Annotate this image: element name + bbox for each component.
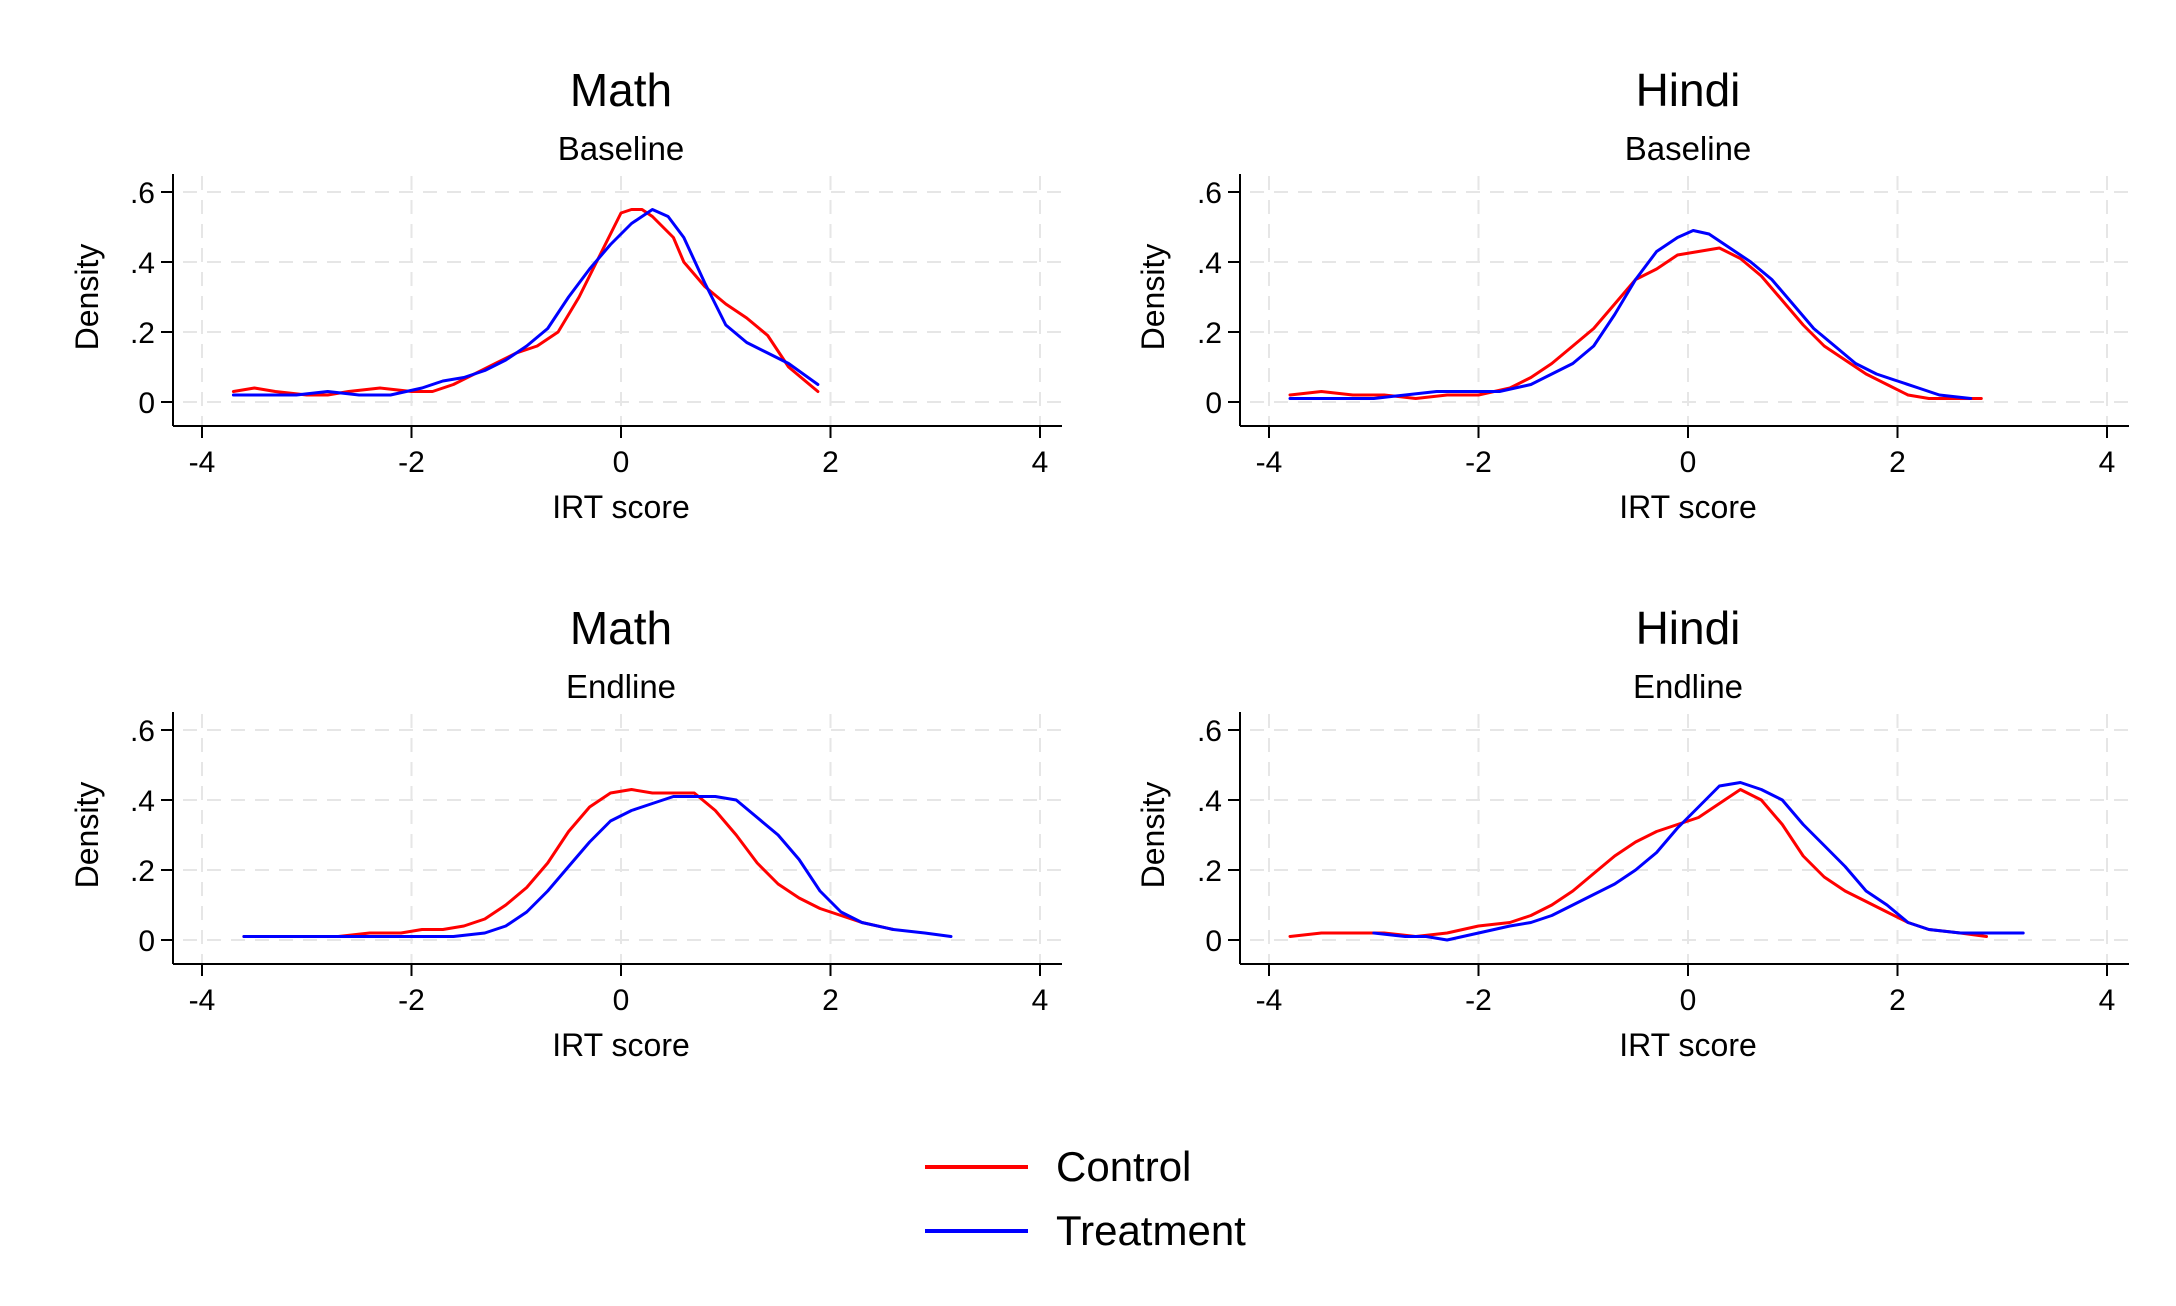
panel-subtitle: Baseline	[558, 130, 685, 167]
panel-subtitle: Endline	[1633, 668, 1743, 705]
x-tick-label: 0	[613, 984, 630, 1017]
legend: Control Treatment	[925, 1143, 1246, 1254]
series-line-treatment	[242, 795, 953, 938]
x-tick-label: -4	[1256, 446, 1283, 479]
y-tick-label: .6	[130, 177, 155, 210]
x-tick-label: -2	[1465, 446, 1492, 479]
panel-subtitle: Endline	[566, 668, 676, 705]
x-tick-label: -4	[189, 446, 216, 479]
y-tick-label: .2	[1197, 855, 1222, 888]
y-tick-label: .2	[130, 317, 155, 350]
legend-treatment-label: Treatment	[1056, 1207, 1246, 1254]
panel-math-endline: Math Endline 0 .2 .4 .6 -4 -2 0 2 4 IRT score Densit…	[69, 602, 1062, 1063]
y-tick-label: .6	[1197, 715, 1222, 748]
series-line-control	[231, 208, 820, 397]
x-tick-label: 2	[822, 984, 839, 1017]
y-axis-label: Density	[1135, 782, 1171, 889]
y-tick-label: .4	[130, 785, 155, 818]
series-line-control	[1288, 788, 1988, 938]
x-tick-label: 4	[1032, 446, 1049, 479]
series-line-control	[1288, 246, 1983, 400]
y-tick-label: .4	[1197, 247, 1222, 280]
x-axis-label: IRT score	[1619, 489, 1757, 525]
y-tick-label: .2	[1197, 317, 1222, 350]
series-line-treatment	[1288, 229, 1973, 400]
panel-subtitle: Baseline	[1625, 130, 1752, 167]
x-axis-label: IRT score	[552, 489, 690, 525]
x-tick-label: -2	[1465, 984, 1492, 1017]
x-tick-label: 4	[2099, 446, 2116, 479]
y-tick-label: .4	[130, 247, 155, 280]
x-tick-label: 0	[1680, 984, 1697, 1017]
y-tick-label: 0	[138, 387, 155, 420]
y-tick-label: 0	[1205, 387, 1222, 420]
x-tick-label: 4	[1032, 984, 1049, 1017]
series-line-control	[242, 788, 895, 938]
x-tick-label: -2	[398, 446, 425, 479]
x-tick-label: 0	[1680, 446, 1697, 479]
y-tick-label: .4	[1197, 785, 1222, 818]
panel-title: Hindi	[1636, 602, 1741, 654]
x-tick-label: 2	[822, 446, 839, 479]
x-tick-label: -2	[398, 984, 425, 1017]
y-tick-label: .2	[130, 855, 155, 888]
series-line-treatment	[231, 208, 820, 397]
x-tick-label: -4	[1256, 984, 1283, 1017]
series-line-treatment	[1372, 781, 2025, 942]
panel-title: Math	[570, 602, 672, 654]
legend-control-label: Control	[1056, 1143, 1191, 1190]
panel-hindi-baseline: Hindi Baseline 0 .2 .4 .6 -4 -2 0 2 4 IRT score Dens…	[1135, 64, 2129, 525]
x-tick-label: 2	[1889, 984, 1906, 1017]
x-tick-label: -4	[189, 984, 216, 1017]
y-axis-label: Density	[1135, 244, 1171, 351]
panel-title: Math	[570, 64, 672, 116]
y-tick-label: .6	[1197, 177, 1222, 210]
panels: Math Baseline 0 .2 .4 .6 -4 -2 0 2 4 IRT score Densi…	[69, 64, 2129, 1063]
x-axis-label: IRT score	[1619, 1027, 1757, 1063]
panel-math-baseline: Math Baseline 0 .2 .4 .6 -4 -2 0 2 4 IRT score Densi…	[69, 64, 1062, 525]
x-tick-label: 0	[613, 446, 630, 479]
y-tick-label: .6	[130, 715, 155, 748]
x-axis-label: IRT score	[552, 1027, 690, 1063]
x-tick-label: 2	[1889, 446, 1906, 479]
y-axis-label: Density	[69, 782, 105, 889]
x-tick-label: 4	[2099, 984, 2116, 1017]
y-tick-label: 0	[1205, 925, 1222, 958]
y-tick-label: 0	[138, 925, 155, 958]
panel-title: Hindi	[1636, 64, 1741, 116]
y-axis-label: Density	[69, 244, 105, 351]
panel-hindi-endline: Hindi Endline 0 .2 .4 .6 -4 -2 0 2 4 IRT score Densi…	[1135, 602, 2129, 1063]
